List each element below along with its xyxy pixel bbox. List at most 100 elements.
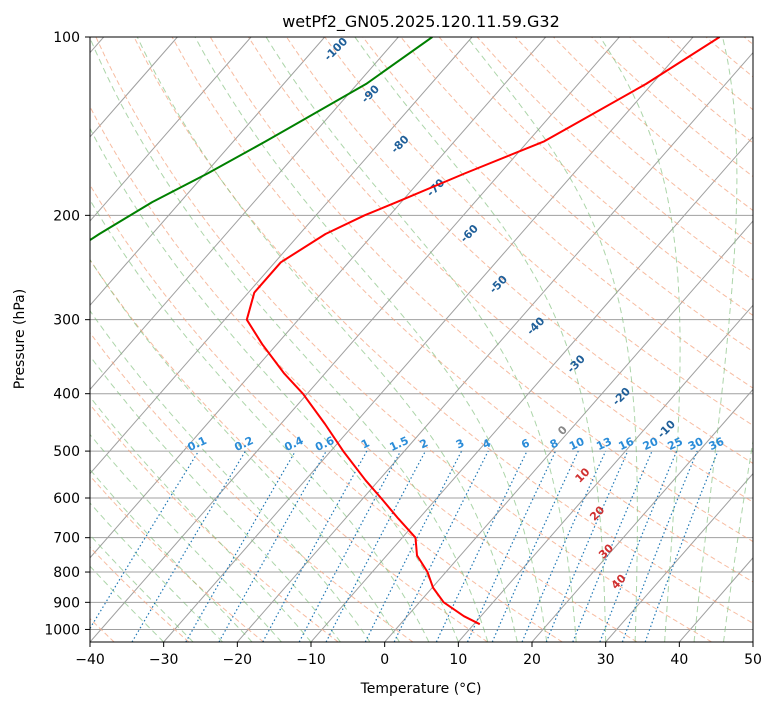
- isotherm-gridline: [90, 37, 473, 475]
- dry-adiabat: [90, 331, 414, 642]
- mixing-ratio-label: 20: [641, 435, 661, 453]
- mixing-ratio-line: [90, 450, 200, 630]
- dry-adiabat: [438, 37, 753, 317]
- moist-adiabat: [354, 37, 607, 642]
- mixing-ratio-line: [185, 450, 296, 642]
- y-tick-label: 500: [53, 444, 80, 460]
- dry-adiabat: [591, 37, 753, 178]
- isotherm-gridline: [605, 472, 753, 642]
- x-tick-label: 20: [523, 652, 541, 668]
- mixing-ratio-line: [298, 450, 402, 642]
- mixing-ratio-line: [364, 450, 463, 642]
- y-axis: 100 200 300 400 500 600 700 800 900 1000: [44, 30, 90, 638]
- isotherm-gridline: [90, 37, 547, 559]
- isotherm-gridline: [310, 136, 753, 642]
- mixing-ratio-label: 25: [666, 435, 685, 453]
- moist-adiabat: [90, 433, 282, 642]
- y-tick-label: 300: [53, 313, 80, 329]
- dry-adiabat: [362, 37, 753, 389]
- gridlines: [90, 37, 753, 642]
- plot-frame: [89, 36, 754, 643]
- dry-adiabat: [400, 37, 753, 353]
- moist-adiabat: [90, 127, 459, 642]
- mixing-ratio-label: 16: [617, 435, 637, 453]
- dry-adiabat: [90, 105, 638, 642]
- dry-adiabat-label: -80: [388, 133, 411, 156]
- moist-adiabat: [90, 309, 371, 642]
- isotherm-gridline: [90, 37, 399, 391]
- moist-adiabat: [466, 37, 638, 642]
- data-series: [90, 37, 721, 626]
- isotherm-gridline: [384, 220, 753, 642]
- x-tick-label: 40: [670, 652, 688, 668]
- dry-adiabat: [286, 37, 753, 464]
- isotherm-gridline: [90, 37, 326, 306]
- dry-adiabat: [90, 258, 488, 642]
- moist-adiabat: [90, 37, 489, 642]
- moist-adiabat-label: 0: [555, 423, 570, 438]
- moist-adiabat-label: 10: [573, 465, 593, 485]
- y-tick-label: 200: [53, 208, 80, 224]
- moist-adiabat: [90, 502, 223, 642]
- dry-adiabat: [324, 37, 753, 426]
- temperature-profile-line: [245, 37, 721, 626]
- mixing-ratio-lines: [90, 450, 719, 642]
- dry-adiabat-label: -40: [524, 314, 547, 337]
- mixing-ratio-label: 3: [454, 436, 466, 451]
- moist-adiabats: [90, 37, 753, 642]
- moist-adiabat: [265, 37, 577, 642]
- isotherm-gridline: [236, 51, 753, 642]
- mixing-ratio-line: [393, 450, 489, 642]
- y-axis-label: Pressure (hPa): [12, 289, 28, 389]
- mixing-ratio-label: 2: [418, 436, 430, 451]
- mixing-ratio-label: 13: [594, 435, 613, 453]
- x-tick-label: −20: [223, 652, 253, 668]
- moist-adiabat: [136, 37, 518, 642]
- isotherm-gridline: [163, 37, 694, 642]
- x-tick-label: −30: [149, 652, 179, 668]
- dry-adiabat: [90, 403, 339, 642]
- mixing-ratio-line: [521, 450, 607, 642]
- mixing-ratio-line: [644, 450, 719, 642]
- mixing-ratio-line: [545, 450, 629, 642]
- mixing-ratio-line: [572, 450, 653, 642]
- dry-adiabat: [95, 37, 712, 642]
- dry-adiabats: [90, 37, 753, 642]
- moist-adiabat-label: 20: [587, 503, 607, 523]
- mixing-ratio-label: 6: [519, 436, 532, 451]
- moist-adiabat-label: 30: [596, 541, 616, 561]
- mixing-ratio-line: [491, 450, 579, 642]
- mixing-ratio-line: [262, 450, 368, 642]
- isotherm-gridline: [531, 388, 753, 642]
- moist-adiabat: [90, 534, 194, 642]
- dry-adiabat-label: -20: [610, 385, 633, 408]
- moist-adiabat: [693, 37, 738, 642]
- y-tick-label: 1000: [44, 622, 80, 638]
- chart-title: wetPf2_GN05.2025.120.11.59.G32: [282, 12, 560, 32]
- x-axis-label: Temperature (°C): [360, 681, 482, 697]
- dry-adiabat: [90, 475, 264, 642]
- mixing-ratio-label: 10: [567, 435, 587, 453]
- isotherm-gridline: [90, 37, 252, 222]
- x-tick-label: −10: [296, 652, 326, 668]
- mixing-ratio-label: 1: [359, 436, 371, 451]
- mixing-ratio-line: [621, 450, 698, 642]
- mixing-ratio-label: 36: [707, 435, 727, 453]
- x-tick-label: 0: [380, 652, 389, 668]
- dry-adiabat: [743, 37, 753, 46]
- dry-adiabat: [171, 37, 753, 583]
- mixing-ratio-label: 4: [480, 436, 493, 451]
- moist-adiabat: [90, 355, 341, 642]
- dry-adiabat: [553, 37, 753, 212]
- dry-adiabat: [705, 37, 753, 78]
- isotherm-gridline: [457, 304, 753, 642]
- moist-adiabat: [723, 437, 753, 642]
- plot-area: 0.1 0.2 0.4 0.6 1 1.5 2 3 4 6 8 10 13 16 20 25 30 36-100-…: [90, 37, 753, 642]
- x-tick-label: 30: [597, 652, 615, 668]
- dry-adiabat-label: -50: [487, 273, 510, 296]
- x-tick-label: 50: [744, 652, 762, 668]
- isotherm-gridline: [90, 37, 620, 642]
- moist-adiabat: [90, 468, 253, 642]
- dry-adiabat: [667, 37, 753, 111]
